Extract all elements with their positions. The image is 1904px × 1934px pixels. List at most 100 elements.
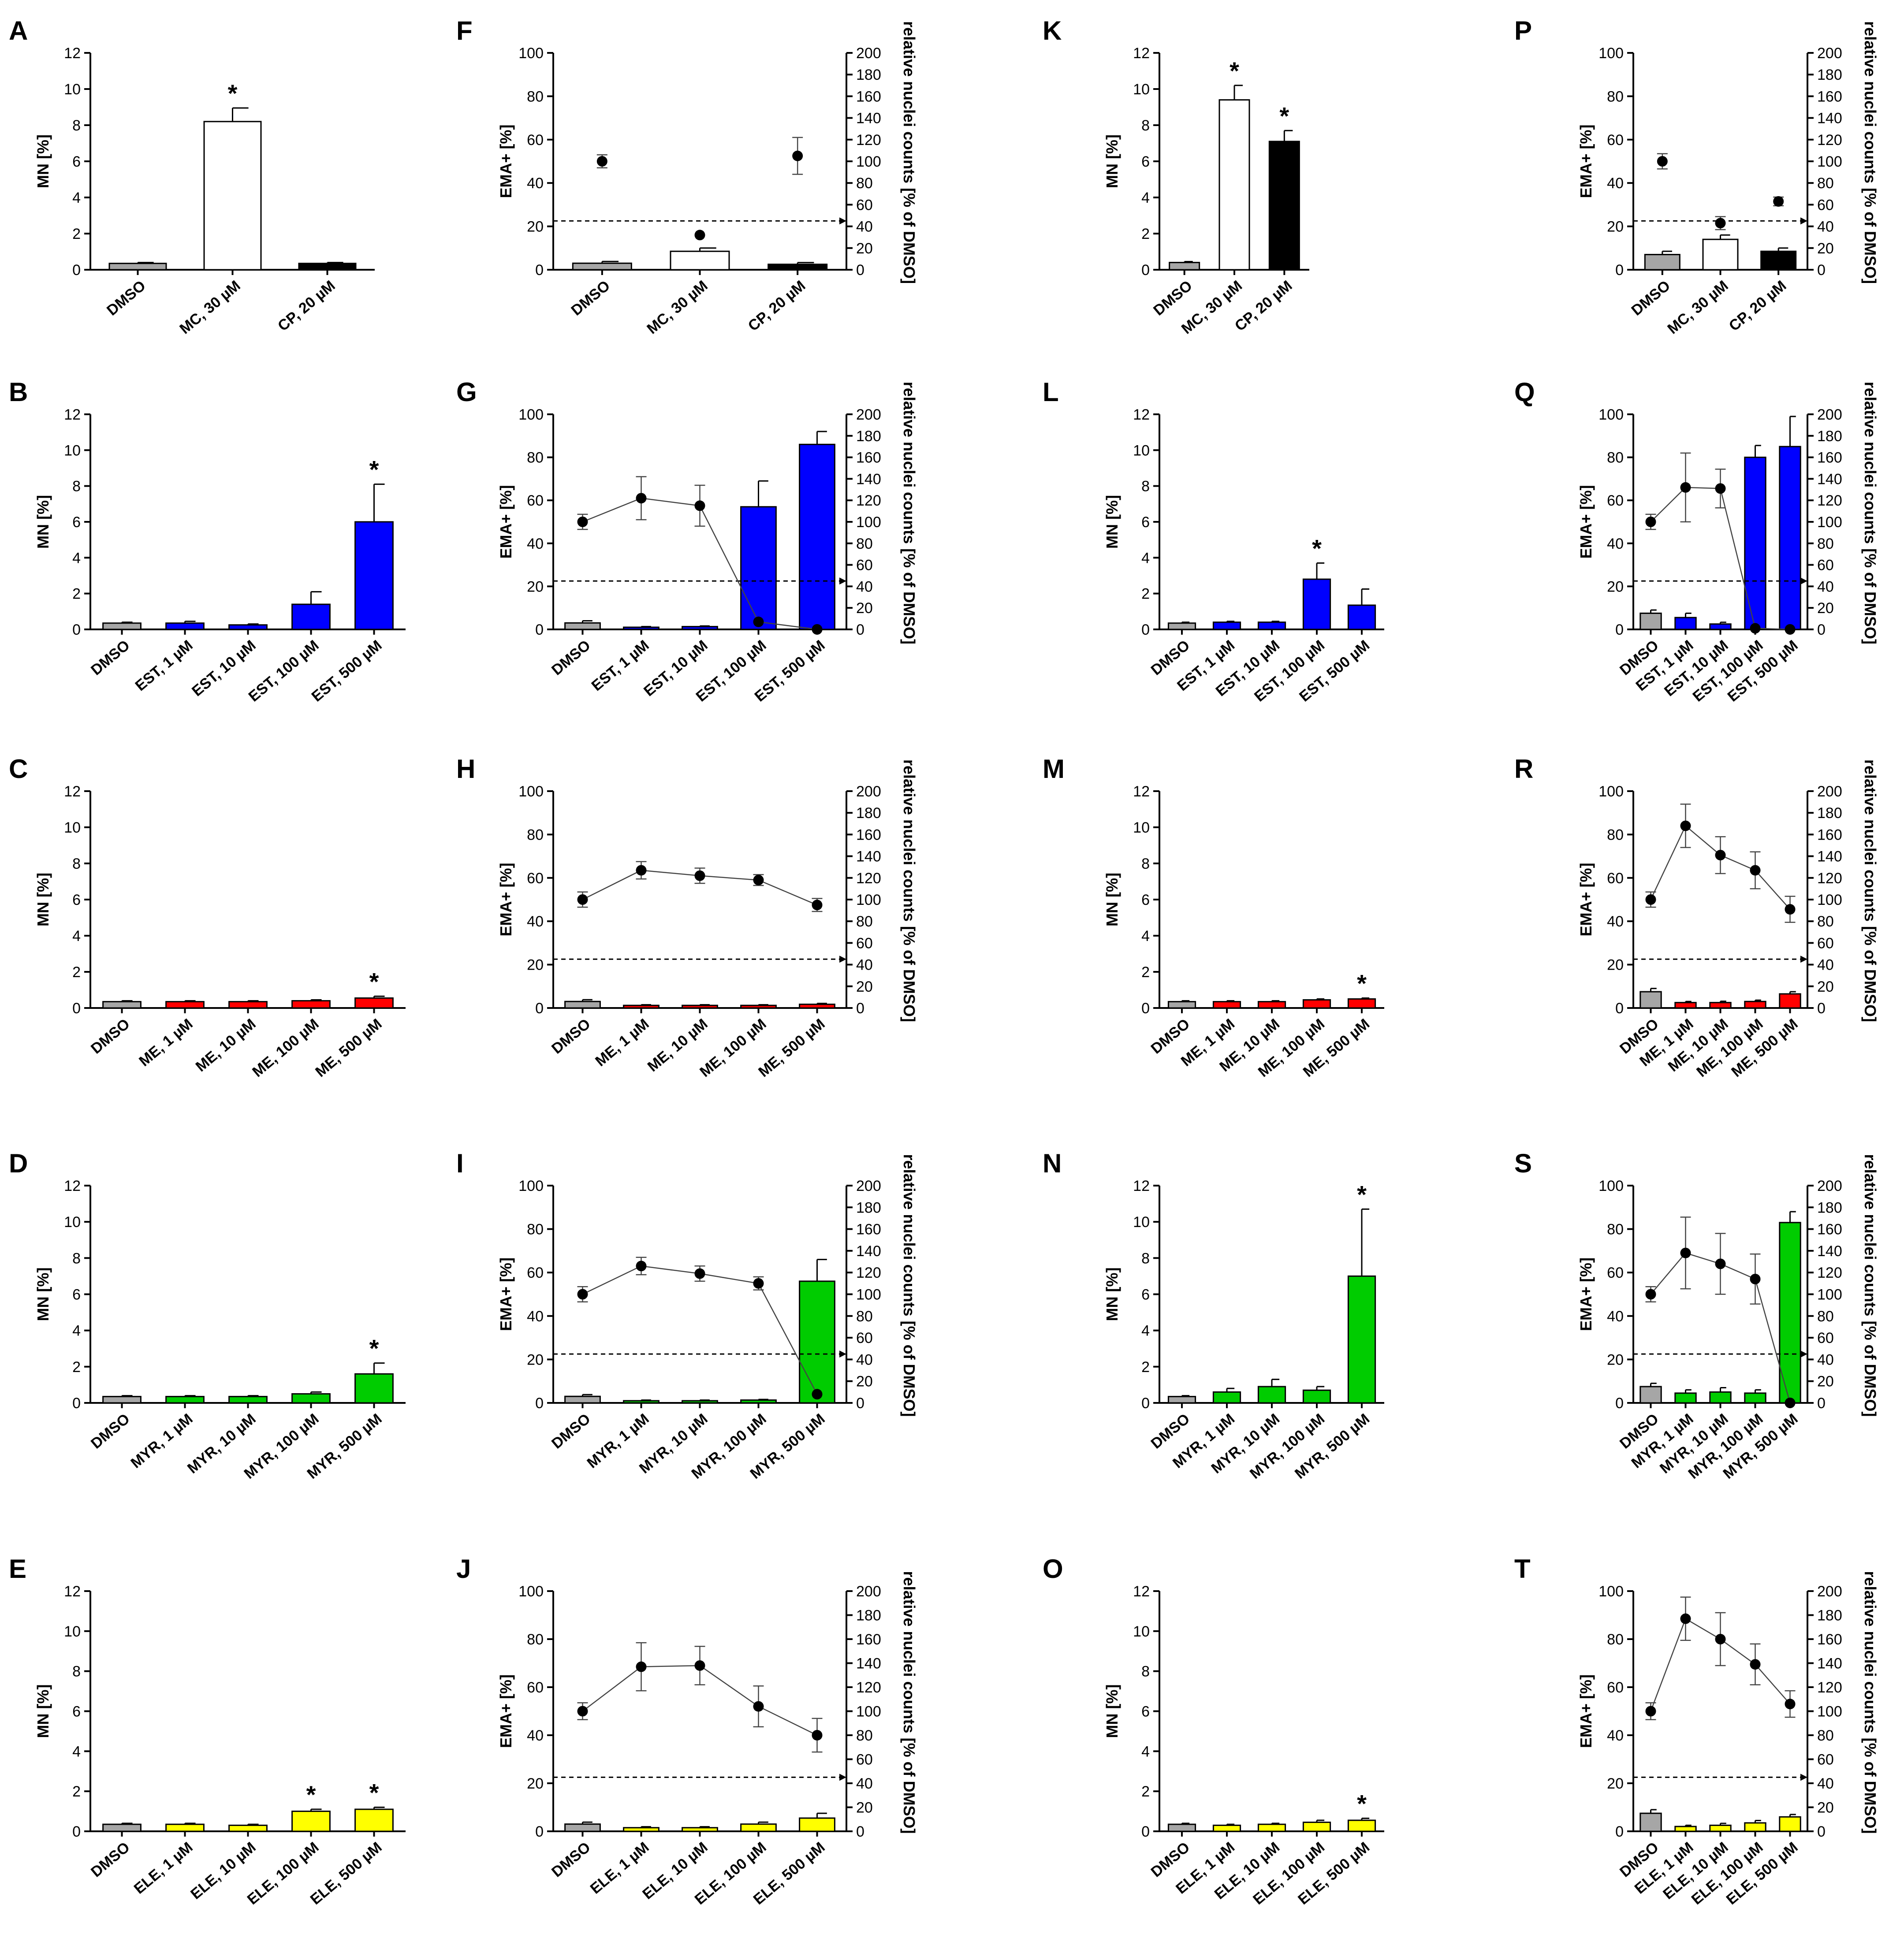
y-axis-label: EMA+ [%] (1577, 485, 1595, 558)
y-tick-label: 20 (527, 1351, 544, 1368)
bar (1744, 1000, 1766, 1009)
y-tick-label: 80 (1607, 88, 1624, 105)
y2-tick-label: 200 (1817, 406, 1842, 423)
y-tick-label: 4 (72, 928, 81, 945)
y-tick-label: 4 (1141, 1743, 1150, 1760)
bar (1779, 1816, 1801, 1832)
y2-tick-label: 140 (1817, 1243, 1842, 1260)
y-axis-label: MN [%] (1103, 495, 1121, 549)
data-point (812, 1730, 823, 1741)
y-tick-label: 0 (1615, 1823, 1624, 1840)
y-tick-label: 12 (1133, 1178, 1150, 1194)
y-tick-label: 0 (535, 262, 544, 279)
y-tick-label: 8 (1141, 855, 1150, 872)
y-tick-label: 20 (527, 1775, 544, 1792)
y-tick-label: 8 (72, 117, 81, 134)
significance-star: * (1357, 969, 1367, 997)
y-tick-label: 2 (1141, 964, 1150, 981)
y2-tick-label: 160 (856, 450, 881, 466)
y-tick-label: 100 (1598, 45, 1624, 62)
y2-tick-label: 120 (1817, 1265, 1842, 1281)
y2-tick-label: 180 (856, 67, 881, 83)
data-point (1715, 850, 1726, 861)
y-tick-label: 2 (1141, 1359, 1150, 1376)
y-tick-label: 60 (527, 1265, 544, 1281)
panel-label: N (1043, 1149, 1062, 1178)
panel-label: B (9, 377, 28, 407)
data-point (1750, 623, 1761, 634)
y-axis-label: MN [%] (1103, 1268, 1121, 1321)
y2-tick-label: 40 (856, 219, 873, 235)
y2-tick-label: 60 (1817, 935, 1834, 952)
y2-tick-label: 80 (1817, 1727, 1834, 1744)
bar (670, 250, 730, 271)
y2-tick-label: 20 (856, 1373, 873, 1390)
panel-label: O (1043, 1554, 1063, 1584)
y-tick-label: 20 (527, 578, 544, 595)
bar (1212, 1391, 1241, 1404)
data-point (812, 624, 823, 635)
y-tick-label: 100 (1598, 406, 1624, 423)
y2-tick-label: 200 (856, 406, 881, 423)
bar (1674, 1392, 1697, 1404)
y-axis-label: MN [%] (34, 1685, 52, 1738)
bar (291, 603, 331, 630)
y-tick-label: 80 (1607, 826, 1624, 843)
x-tick-label: DMSO (88, 1015, 133, 1057)
x-tick-label: CP, 20 µM (275, 277, 339, 335)
data-point (694, 1268, 705, 1279)
bar (740, 1399, 777, 1404)
y2-tick-label: 180 (856, 1199, 881, 1216)
bar (1744, 1392, 1766, 1404)
y2-tick-label: 40 (856, 1351, 873, 1368)
y2-tick-label: 60 (1817, 1330, 1834, 1346)
data-point (694, 1660, 705, 1671)
y-tick-label: 40 (527, 1727, 544, 1744)
data-point (1680, 1613, 1691, 1624)
y2-tick-label: 140 (1817, 471, 1842, 487)
y-tick-label: 2 (72, 226, 81, 242)
panel-label: E (9, 1554, 26, 1584)
y2-tick-label: 0 (1817, 262, 1826, 279)
y-tick-label: 80 (527, 1631, 544, 1648)
y-tick-label: 0 (72, 1000, 81, 1017)
y-tick-label: 20 (1607, 219, 1624, 235)
bar (1218, 99, 1250, 271)
x-tick-label: DMSO (88, 1839, 133, 1881)
bar (1709, 1002, 1732, 1009)
y-tick-label: 12 (1133, 45, 1150, 62)
bar (1212, 1824, 1241, 1832)
data-point (577, 517, 588, 527)
y-axis-label: MN [%] (1103, 134, 1121, 188)
bar (1639, 1812, 1662, 1832)
bar (1212, 621, 1241, 630)
y2-tick-label: 140 (856, 1243, 881, 1260)
y-tick-label: 80 (527, 826, 544, 843)
y-tick-label: 2 (1141, 226, 1150, 242)
x-tick-label: CP, 20 µM (745, 277, 809, 335)
y2-tick-label: 140 (856, 110, 881, 127)
y-tick-label: 100 (1598, 783, 1624, 800)
y-tick-label: 0 (1141, 621, 1150, 638)
y2-tick-label: 180 (1817, 428, 1842, 445)
y2-axis-label: relative nuclei counts [% of DMSO] (1861, 21, 1879, 284)
threshold-arrow (839, 1350, 846, 1358)
y2-tick-label: 40 (856, 1775, 873, 1792)
y2-tick-label: 200 (856, 783, 881, 800)
bar (1779, 446, 1801, 630)
bar (564, 1823, 601, 1832)
y2-tick-label: 80 (1817, 913, 1834, 930)
y2-tick-label: 180 (1817, 1607, 1842, 1624)
bar (1268, 141, 1300, 271)
significance-star: * (228, 79, 238, 107)
y-tick-label: 4 (1141, 550, 1150, 566)
y2-tick-label: 20 (1817, 240, 1834, 257)
y2-tick-label: 20 (856, 240, 873, 257)
y2-tick-label: 80 (856, 536, 873, 552)
data-point (636, 1661, 647, 1672)
x-tick-label: MC, 30 µM (1664, 277, 1731, 337)
threshold-arrow (1800, 1350, 1807, 1358)
data-point (753, 1278, 764, 1289)
